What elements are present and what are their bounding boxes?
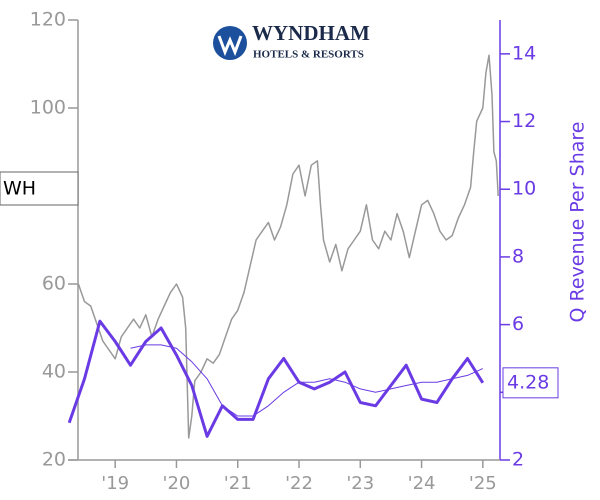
series-line bbox=[77, 54, 499, 439]
y-tick-label: 120 bbox=[30, 9, 66, 31]
x-tick-label: '20 bbox=[163, 473, 191, 494]
logo-mark bbox=[217, 35, 243, 57]
y2-tick-label: 10 bbox=[512, 178, 536, 200]
x-tick-label: '25 bbox=[469, 473, 497, 494]
y2-tick-label: 6 bbox=[512, 313, 524, 335]
y2-axis-label: Q Revenue Per Share bbox=[567, 122, 589, 323]
last-value-label: 4.28 bbox=[507, 371, 549, 393]
logo-name: WYNDHAM bbox=[252, 21, 370, 45]
last-value-box bbox=[502, 367, 559, 399]
ticker-box bbox=[0, 171, 79, 206]
y-tick-label: 60 bbox=[42, 273, 66, 295]
ticker-label: WH bbox=[3, 178, 36, 200]
y2-tick-label: 8 bbox=[512, 245, 524, 267]
y2-tick-label: 2 bbox=[512, 449, 524, 471]
y2-tick-label: 14 bbox=[512, 42, 536, 64]
y-tick-label: 100 bbox=[30, 97, 66, 119]
x-tick-label: '22 bbox=[285, 473, 313, 494]
y-tick-label: 20 bbox=[42, 449, 66, 471]
logo-tagline: HOTELS & RESORTS bbox=[253, 49, 364, 61]
x-tick-label: '21 bbox=[224, 473, 252, 494]
x-tick-label: '23 bbox=[346, 473, 374, 494]
y-tick-label: 40 bbox=[42, 361, 66, 383]
logo: WYNDHAM HOTELS & RESORTS bbox=[213, 21, 370, 61]
x-tick-label: '24 bbox=[408, 473, 436, 494]
x-tick-label: '19 bbox=[101, 473, 129, 494]
series-line bbox=[130, 344, 484, 417]
y2-tick-label: 12 bbox=[512, 110, 536, 132]
series-line bbox=[67, 319, 485, 438]
